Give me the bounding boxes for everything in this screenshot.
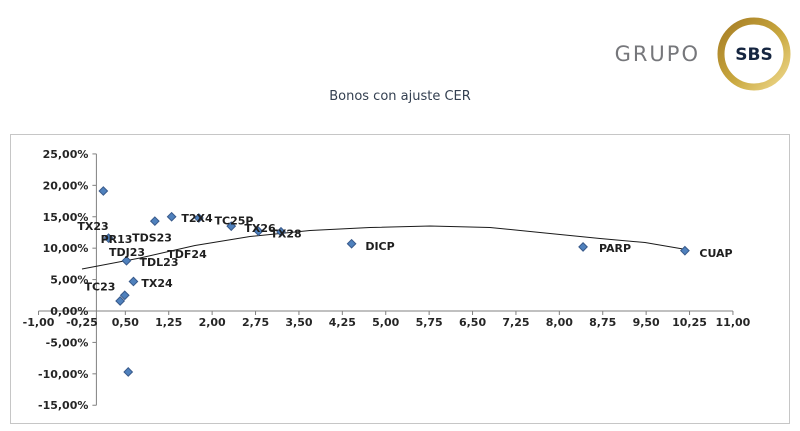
- data-point-DICP: [346, 238, 357, 249]
- point-label-PARP: PARP: [599, 242, 631, 255]
- point-label-CUAP: CUAP: [699, 247, 732, 260]
- data-point-TX28: [276, 226, 286, 237]
- x-tick-label: 2,75: [242, 316, 269, 329]
- x-tick-label: 6,50: [459, 316, 486, 329]
- point-label-TX24: TX24: [141, 277, 173, 290]
- point-label-DICP: DICP: [365, 240, 394, 253]
- y-tick-label: 5,00%: [50, 274, 88, 287]
- data-point-TDL23: [121, 255, 132, 266]
- y-tick-label: 10,00%: [43, 242, 89, 255]
- y-tick-label: 25,00%: [43, 148, 89, 161]
- point-label-TC25P: TC25P: [215, 215, 254, 228]
- logo-grupo-text: GRUPO: [614, 42, 700, 66]
- chart-border: [10, 134, 790, 424]
- point-label-TX26: TX26: [244, 222, 276, 235]
- point-label-TDL23: TDL23: [140, 256, 179, 269]
- sbs-ring-icon: SBS: [717, 17, 791, 91]
- point-label-TC23: TC23: [85, 281, 116, 294]
- x-tick-label: 8,00: [546, 316, 573, 329]
- data-point-unlabeled: [123, 367, 134, 377]
- y-tick-label: 20,00%: [43, 179, 89, 192]
- chart-canvas: -1,00 -0,25 0,50 1,25 2,00 2,75 3,50 4,25 5,00 5,…: [10, 134, 790, 424]
- x-tick-label: 11,00: [716, 316, 751, 329]
- data-point-TX26: [253, 226, 264, 237]
- x-tick-label: 4,25: [329, 316, 356, 329]
- point-label-TDJ23: TDJ23: [109, 246, 145, 259]
- point-label-PR13: PR13: [101, 233, 133, 246]
- point-label-TX23: TX23: [77, 220, 108, 233]
- data-point-TDS23: [149, 216, 160, 227]
- x-tick-label: 0,50: [112, 316, 139, 329]
- x-tick-label: 1,25: [155, 316, 182, 329]
- point-label-TDF24: TDF24: [167, 248, 207, 261]
- data-point-TDJ23: [115, 296, 126, 306]
- y-tick-label: 15,00%: [43, 211, 89, 224]
- x-tick-label: -1,00: [23, 316, 55, 329]
- x-tick-label: -0,25: [66, 316, 98, 329]
- data-point-TC25P: [226, 221, 237, 232]
- x-tick-label: 10,25: [672, 316, 707, 329]
- data-point-TC23: [119, 290, 130, 301]
- point-label-T2X4: T2X4: [181, 212, 213, 225]
- point-label-TDS23: TDS23: [132, 232, 172, 245]
- data-point-TX24: [128, 276, 139, 287]
- chart-title: Bonos con ajuste CER: [329, 89, 471, 104]
- grupo-sbs-logo: GRUPO SBS: [615, 14, 794, 94]
- data-point-PR13: [103, 233, 114, 244]
- x-tick-label: 5,75: [416, 316, 443, 329]
- y-tick-label: 0,00%: [50, 305, 88, 318]
- logo-sbs-text: SBS: [735, 45, 772, 65]
- y-tick-label: -5,00%: [46, 336, 89, 349]
- x-tick-label: 8,75: [589, 316, 616, 329]
- cer-scatter-chart: -1,00 -0,25 0,50 1,25 2,00 2,75 3,50 4,25 5,00 5,…: [10, 134, 790, 424]
- point-label-TX28: TX28: [270, 228, 301, 241]
- data-point-TX23: [98, 186, 109, 196]
- y-tick-label: -15,00%: [38, 399, 88, 412]
- x-tick-label: 3,50: [285, 316, 312, 329]
- y-tick-label: -10,00%: [38, 368, 88, 381]
- trendline-curve: [81, 225, 684, 270]
- x-tick-label: 2,00: [199, 316, 226, 329]
- x-tick-label: 7,25: [502, 316, 529, 329]
- data-point-T2X4: [193, 213, 204, 223]
- data-point-CUAP: [679, 245, 690, 256]
- data-point-TDF24: [166, 211, 177, 222]
- data-point-PARP: [578, 242, 588, 252]
- x-tick-label: 5,00: [372, 316, 399, 329]
- x-tick-label: 9,50: [633, 316, 660, 329]
